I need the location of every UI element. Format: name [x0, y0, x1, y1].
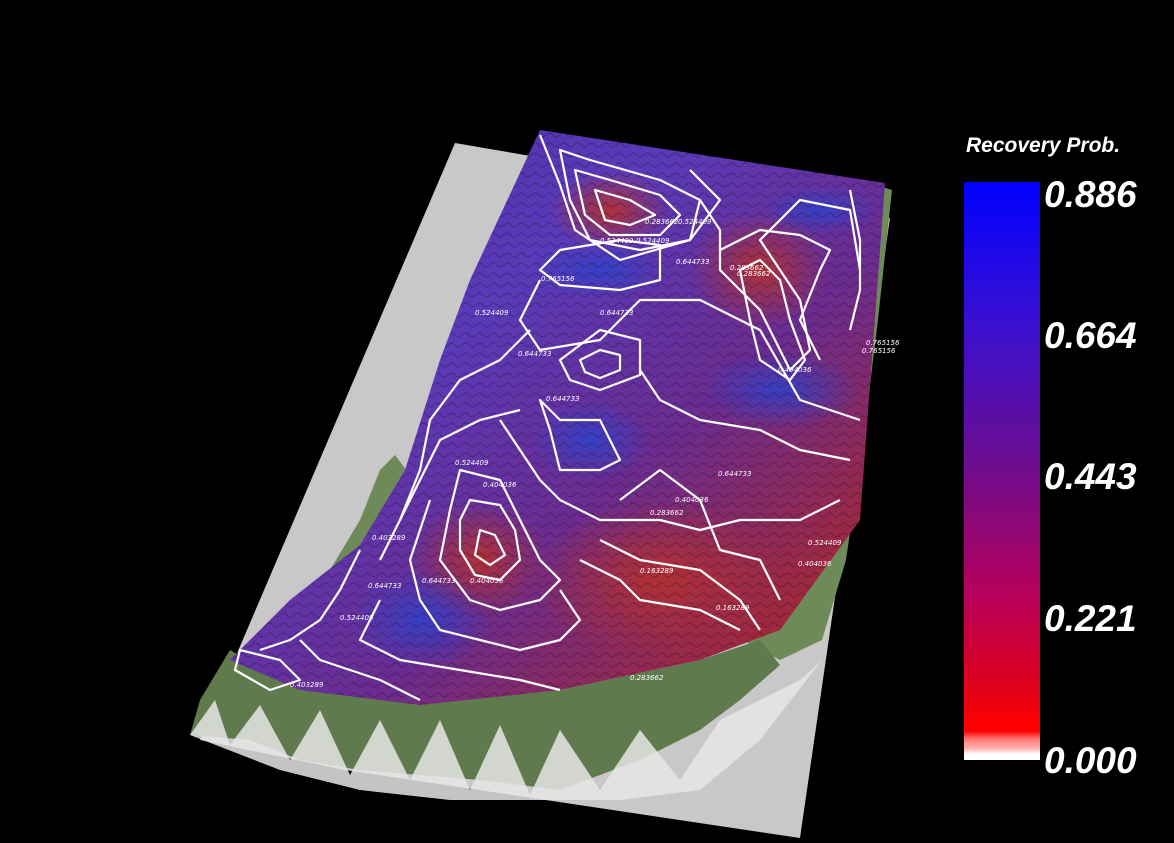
contour-label: 0.524409: [600, 237, 634, 245]
legend-color-bar: [964, 182, 1040, 760]
legend-tick-max: 0.886: [1044, 174, 1137, 215]
contour-label: 0.524409: [636, 237, 670, 245]
contour-label: 0.765156: [862, 347, 896, 355]
contour-label: 0.283662: [630, 674, 664, 682]
legend-tick-min: 0.000: [1044, 740, 1137, 781]
legend-tick: 0.221: [1044, 598, 1137, 639]
contour-label: 0.644733: [422, 577, 455, 585]
contour-label: 0.283662: [645, 218, 679, 226]
contour-label: 0.524409: [678, 218, 712, 226]
contour-label: 0.163289: [716, 604, 750, 612]
contour-label: 0.765156: [541, 275, 575, 283]
contour-label: 0.404036: [483, 481, 517, 489]
contour-label: 0.283662: [650, 509, 684, 517]
contour-label: 0.524409: [455, 459, 489, 467]
terrain-cliffs: [190, 660, 822, 800]
contour-label: 0.283662: [737, 270, 771, 278]
contour-label: 0.404036: [798, 560, 832, 568]
contour-label: 0.644733: [718, 470, 751, 478]
contour-label: 0.765156: [866, 339, 900, 347]
contour-label: 0.524409: [340, 614, 374, 622]
contour-label: 0.404036: [675, 496, 709, 504]
contour-label: 0.644733: [676, 258, 709, 266]
contour-label: 0.404036: [778, 366, 812, 374]
legend-tick: 0.664: [1044, 315, 1137, 356]
contour-label: 0.163289: [640, 567, 674, 575]
contour-labels: 0.283662 0.524409 0.524409 0.524409 0.64…: [290, 218, 900, 689]
contour-label: 0.524409: [475, 309, 509, 317]
contour-label: 0.524409: [808, 539, 842, 547]
contour-label: 0.644733: [546, 395, 579, 403]
contour-label: 0.644733: [368, 582, 401, 590]
color-legend: Recovery Prob. 0.886 0.664 0.443 0.221 0…: [940, 130, 1174, 790]
contour-lines: [233, 134, 862, 701]
contour-label: 0.404036: [470, 577, 504, 585]
legend-title: Recovery Prob.: [966, 134, 1121, 157]
legend-tick: 0.443: [1044, 456, 1137, 497]
contour-label: 0.403289: [372, 534, 406, 542]
contour-label: 0.283662: [730, 264, 764, 272]
contour-label: 0.403289: [290, 681, 324, 689]
contour-label: 0.644733: [600, 309, 633, 317]
contour-label: 0.644733: [518, 350, 551, 358]
